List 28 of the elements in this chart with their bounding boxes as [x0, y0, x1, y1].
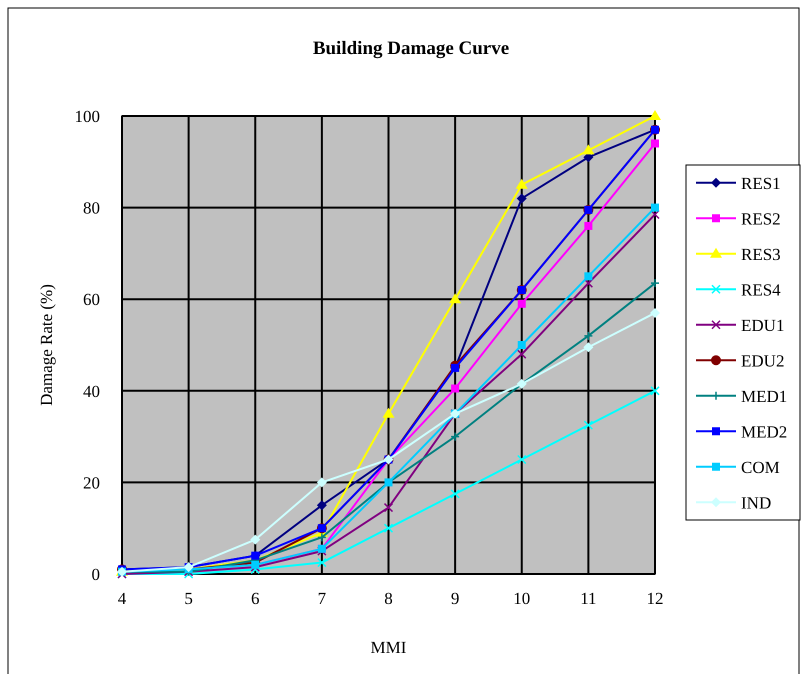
- x-tick-label: 9: [450, 589, 460, 608]
- legend-label: RES4: [741, 280, 782, 300]
- chart-title: Building Damage Curve: [312, 38, 510, 59]
- x-tick-label: 10: [513, 589, 530, 608]
- legend-label: RES1: [741, 174, 781, 193]
- y-tick-label: 80: [83, 198, 100, 218]
- legend-label: EDU2: [741, 351, 784, 370]
- legend-label: MED1: [741, 386, 788, 406]
- x-tick-label: 5: [184, 589, 193, 608]
- y-tick-label: 60: [83, 290, 100, 310]
- x-axis-title: MMI: [370, 638, 407, 657]
- legend-label: MED2: [741, 422, 788, 442]
- y-tick-label: 40: [83, 382, 100, 401]
- x-tick-label: 7: [318, 589, 327, 608]
- y-tick-label: 20: [83, 473, 100, 492]
- legend-label: EDU1: [741, 316, 784, 335]
- legend-label: COM: [741, 458, 780, 477]
- x-tick-label: 6: [251, 589, 260, 608]
- legend-label: IND: [741, 493, 772, 512]
- x-tick-label: 12: [646, 589, 664, 608]
- x-tick-label: 8: [384, 589, 393, 608]
- legend-label: RES2: [741, 209, 781, 228]
- y-axis-title: Damage Rate (%): [37, 284, 56, 406]
- x-tick-label: 11: [580, 589, 597, 608]
- legend-label: RES3: [741, 244, 781, 264]
- y-tick-label: 0: [92, 565, 100, 584]
- x-tick-label: 4: [118, 589, 127, 608]
- y-tick-label: 100: [74, 107, 100, 126]
